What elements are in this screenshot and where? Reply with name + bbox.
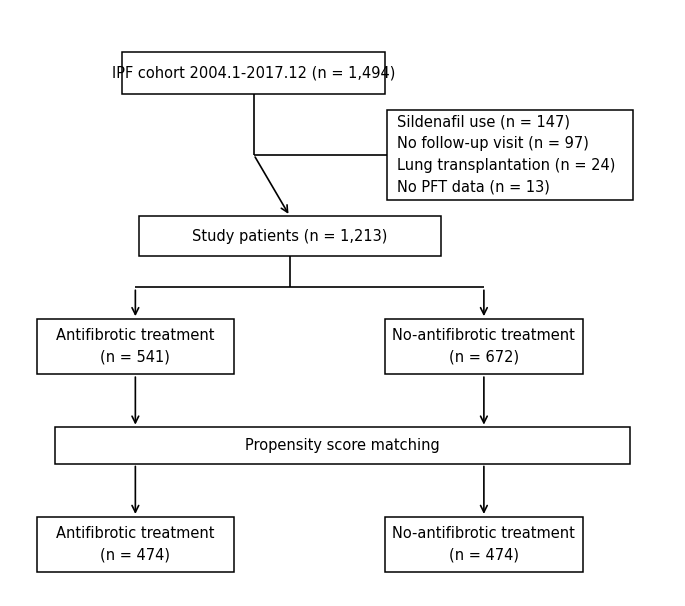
Text: Sildenafil use (n = 147)
No follow-up visit (n = 97)
Lung transplantation (n = 2: Sildenafil use (n = 147) No follow-up vi…	[397, 115, 615, 195]
Text: No-antifibrotic treatment
(n = 474): No-antifibrotic treatment (n = 474)	[393, 526, 575, 563]
FancyBboxPatch shape	[37, 517, 234, 572]
Text: IPF cohort 2004.1-2017.12 (n = 1,494): IPF cohort 2004.1-2017.12 (n = 1,494)	[112, 65, 395, 81]
FancyBboxPatch shape	[55, 427, 630, 464]
FancyBboxPatch shape	[385, 517, 582, 572]
FancyBboxPatch shape	[138, 216, 441, 256]
Text: Study patients (n = 1,213): Study patients (n = 1,213)	[192, 228, 388, 244]
Text: Antifibrotic treatment
(n = 541): Antifibrotic treatment (n = 541)	[56, 328, 214, 365]
FancyBboxPatch shape	[37, 319, 234, 375]
FancyBboxPatch shape	[387, 110, 634, 200]
Text: Antifibrotic treatment
(n = 474): Antifibrotic treatment (n = 474)	[56, 526, 214, 563]
FancyBboxPatch shape	[385, 319, 582, 375]
Text: No-antifibrotic treatment
(n = 672): No-antifibrotic treatment (n = 672)	[393, 328, 575, 365]
FancyBboxPatch shape	[122, 52, 385, 94]
Text: Propensity score matching: Propensity score matching	[245, 438, 440, 453]
